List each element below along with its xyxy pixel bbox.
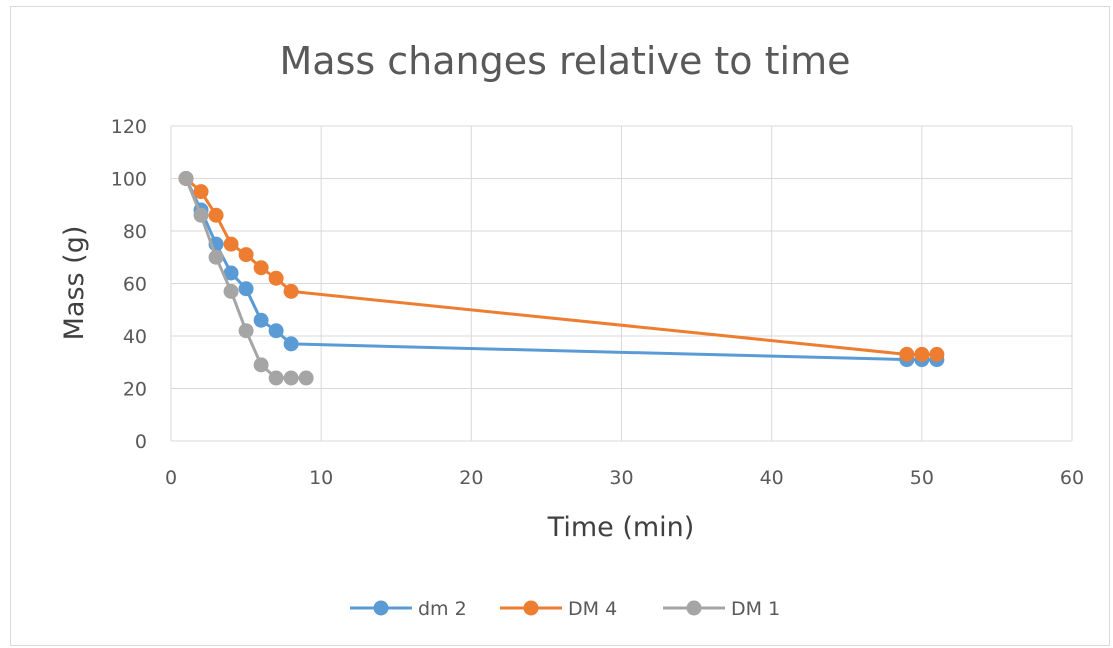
data-point (208, 249, 224, 265)
legend: dm 2 DM 4 DM 1 (350, 598, 780, 620)
x-tick-label: 20 (459, 467, 483, 489)
series-1 (178, 171, 945, 362)
y-axis-ticks: 0 20 40 60 80 100 120 (111, 116, 147, 453)
data-point (223, 265, 239, 281)
data-point (283, 283, 299, 299)
legend-item: DM 1 (663, 598, 780, 620)
data-point (298, 370, 314, 386)
data-point (253, 357, 269, 373)
data-point (223, 236, 239, 252)
data-point (268, 270, 284, 286)
data-point (223, 283, 239, 299)
x-tick-label: 60 (1060, 467, 1084, 489)
data-point (238, 247, 254, 263)
chart-title: Mass changes relative to time (280, 39, 851, 83)
chart-frame (10, 6, 1110, 646)
series-2 (178, 171, 314, 386)
series-line (185, 177, 937, 356)
legend-label: dm 2 (418, 598, 467, 620)
legend-item: dm 2 (350, 598, 467, 620)
y-tick-label: 0 (135, 431, 147, 453)
x-axis-title: Time (min) (547, 512, 695, 543)
data-point (208, 207, 224, 223)
data-point (268, 323, 284, 339)
data-point (899, 346, 915, 362)
x-tick-label: 50 (910, 467, 934, 489)
legend-marker (686, 600, 702, 616)
y-axis-title: Mass (g) (59, 226, 90, 341)
y-tick-label: 120 (111, 116, 147, 138)
x-tick-label: 10 (309, 467, 333, 489)
legend-item: DM 4 (500, 598, 617, 620)
gridlines (170, 125, 1073, 442)
y-tick-label: 60 (123, 274, 147, 296)
data-point (238, 323, 254, 339)
legend-marker (373, 600, 389, 616)
series-0 (178, 171, 945, 368)
data-point (193, 207, 209, 223)
data-point (914, 346, 930, 362)
legend-label: DM 1 (731, 598, 780, 620)
series-line (184, 177, 937, 362)
series-layer (178, 171, 945, 386)
x-axis-ticks: 0 10 20 30 40 50 60 (165, 467, 1084, 489)
y-tick-label: 80 (123, 221, 147, 243)
data-point (253, 312, 269, 328)
y-tick-label: 100 (111, 169, 147, 191)
data-point (238, 281, 254, 297)
data-point (283, 370, 299, 386)
data-point (253, 260, 269, 276)
data-point (283, 336, 299, 352)
data-point (268, 370, 284, 386)
y-tick-label: 20 (123, 379, 147, 401)
x-tick-label: 40 (760, 467, 784, 489)
y-tick-label: 40 (123, 326, 147, 348)
x-tick-label: 30 (609, 467, 633, 489)
data-point (178, 171, 194, 186)
legend-label: DM 4 (568, 598, 617, 620)
data-point (193, 184, 209, 200)
legend-marker (523, 600, 539, 616)
x-tick-label: 0 (165, 467, 177, 489)
data-point (929, 346, 945, 362)
